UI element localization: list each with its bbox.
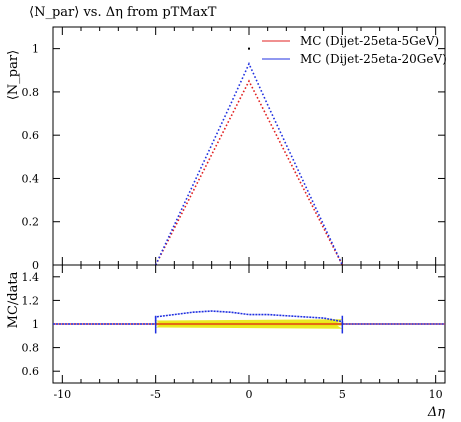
main-y-tick-label: 1 (32, 43, 39, 56)
main-y-tick-label: 0.2 (22, 216, 40, 229)
main-y-tick-label: 0.4 (22, 172, 40, 185)
ratio-y-axis-label: MC/data (6, 271, 21, 328)
ratio-y-tick-label: 1 (32, 318, 39, 331)
ratio-plot-panel: 0.6 0.8 1 1.2 1.4 -10 -5 0 5 10 (22, 264, 446, 401)
x-tick-label: 0 (246, 388, 253, 401)
x-axis-label: Δη (427, 405, 445, 420)
main-y-axis-label: ⟨N_par⟩ (6, 50, 21, 100)
x-tick-label: -10 (53, 388, 71, 401)
ratio-y-tick-label: 0.8 (22, 342, 40, 355)
ratio-x-axis: -10 -5 0 5 10 (53, 265, 443, 401)
ratio-y-axis: 0.6 0.8 1 1.2 1.4 (22, 271, 445, 378)
x-tick-label: -5 (150, 388, 161, 401)
main-series (154, 47, 344, 266)
ratio-y-tick-label: 1.2 (22, 294, 40, 307)
series-line-b (154, 61, 344, 266)
main-y-tick-label: 0.6 (22, 129, 40, 142)
series-line-a (154, 79, 344, 266)
main-y-axis: 0 0.2 0.4 0.6 0.8 1 (22, 43, 445, 272)
x-tick-label: 10 (429, 388, 443, 401)
legend-label-series-b: MC (Dijet-25eta-20GeV) (300, 52, 447, 66)
chart-title: ⟨N_par⟩ vs. Δη from pTMaxT (29, 5, 217, 20)
legend: MC (Dijet-25eta-5GeV) MC (Dijet-25eta-20… (262, 34, 447, 66)
peak-marker (248, 47, 250, 50)
legend-label-series-a: MC (Dijet-25eta-5GeV) (300, 34, 439, 48)
x-tick-label: 5 (339, 388, 346, 401)
main-y-tick-label: 0.8 (22, 86, 40, 99)
ratio-series (53, 310, 445, 334)
ratio-y-tick-label: 1.4 (22, 271, 40, 284)
main-x-ticks (61, 27, 437, 265)
main-y-tick-label: 0 (32, 259, 39, 272)
ratio-series-line-b (53, 310, 445, 325)
ratio-y-tick-label: 0.6 (22, 365, 40, 378)
